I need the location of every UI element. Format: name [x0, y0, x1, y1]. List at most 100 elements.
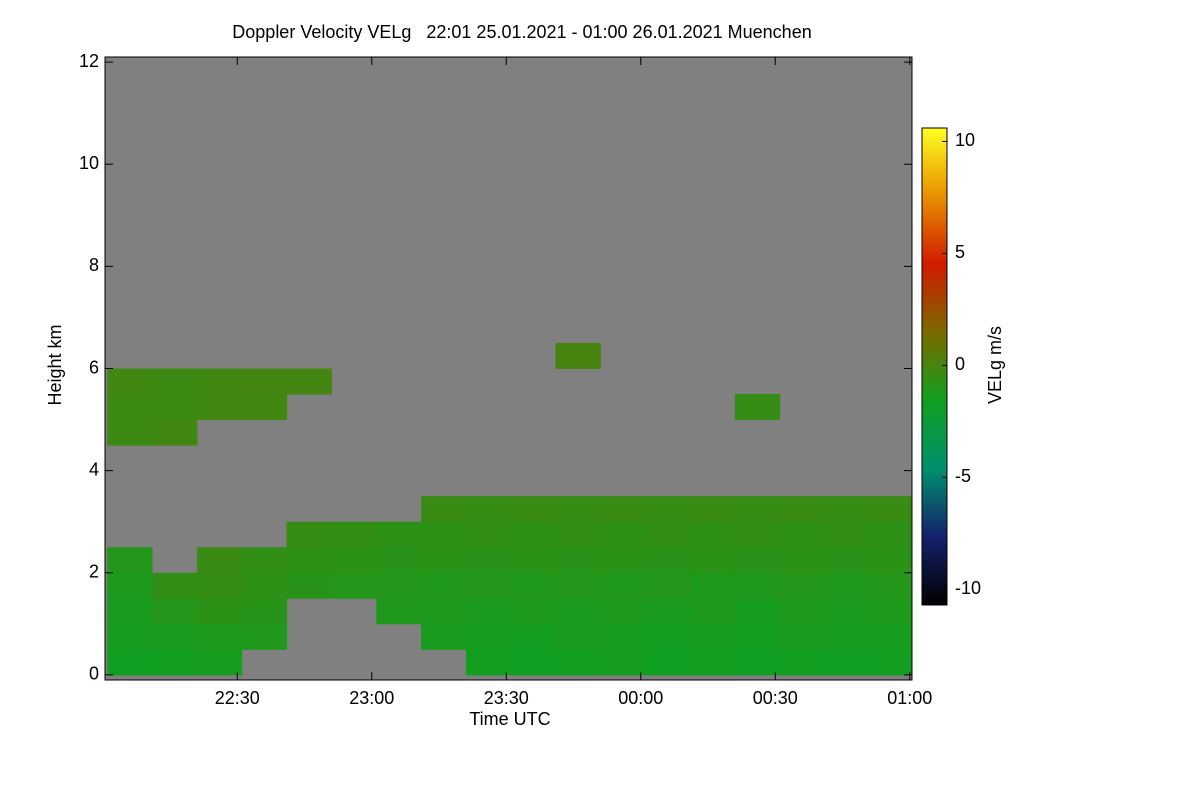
cell	[824, 623, 870, 650]
cell	[376, 521, 422, 548]
cell	[241, 547, 288, 574]
y-tick-label: 10	[79, 153, 99, 173]
cell	[555, 521, 601, 548]
cell	[152, 598, 198, 625]
cell	[421, 496, 467, 523]
cell	[196, 368, 243, 395]
y-tick-label: 2	[89, 562, 99, 582]
colorbar-tick-label: 10	[955, 130, 975, 150]
cells	[107, 342, 912, 676]
x-tick-label: 00:00	[618, 688, 663, 708]
cell	[779, 521, 826, 548]
cell	[734, 623, 781, 650]
cell	[824, 547, 870, 574]
cell	[510, 598, 557, 625]
cell	[152, 572, 198, 599]
cell	[241, 368, 288, 395]
cell	[824, 649, 870, 676]
cell	[734, 496, 781, 523]
cell	[196, 649, 243, 676]
y-tick-label: 0	[89, 664, 99, 684]
cell	[734, 649, 781, 676]
cell	[331, 547, 377, 574]
cell	[869, 547, 912, 574]
cell	[107, 649, 153, 676]
cell	[465, 521, 512, 548]
y-tick-label: 8	[89, 255, 99, 275]
colorbar-tick-label: -5	[955, 466, 971, 486]
cell	[196, 572, 243, 599]
cell	[600, 496, 646, 523]
cell	[465, 572, 512, 599]
cell	[241, 623, 288, 650]
cell	[600, 623, 646, 650]
cell	[869, 649, 912, 676]
cell	[331, 521, 377, 548]
cell	[555, 572, 601, 599]
cell	[824, 496, 870, 523]
y-axis-label: Height km	[45, 324, 65, 405]
cell	[196, 623, 243, 650]
x-tick-label: 23:30	[484, 688, 529, 708]
cell	[779, 623, 826, 650]
cell	[107, 368, 153, 395]
cell	[376, 547, 422, 574]
cell	[600, 649, 646, 676]
cell	[241, 572, 288, 599]
cell	[107, 598, 153, 625]
cell	[286, 521, 332, 548]
cell	[107, 419, 153, 446]
cell	[555, 623, 601, 650]
cell	[824, 572, 870, 599]
cell	[779, 598, 826, 625]
colorbar	[921, 127, 948, 606]
cell	[107, 394, 153, 421]
cell	[107, 547, 153, 574]
cell	[286, 572, 332, 599]
cell	[869, 572, 912, 599]
cell	[152, 623, 198, 650]
cell	[555, 649, 601, 676]
cell	[690, 623, 736, 650]
cell	[465, 598, 512, 625]
cell	[734, 394, 781, 421]
x-axis-label: Time UTC	[469, 709, 550, 729]
cell	[421, 598, 467, 625]
cell	[510, 572, 557, 599]
cell	[869, 521, 912, 548]
cell	[152, 368, 198, 395]
cell	[331, 572, 377, 599]
cell	[152, 649, 198, 676]
cell	[152, 394, 198, 421]
cell	[555, 547, 601, 574]
x-tick-label: 22:30	[215, 688, 260, 708]
y-tick-label: 4	[89, 459, 99, 479]
cell	[600, 547, 646, 574]
cell	[734, 547, 781, 574]
cell	[376, 572, 422, 599]
cell	[779, 649, 826, 676]
cell	[510, 623, 557, 650]
cell	[734, 572, 781, 599]
cell	[107, 572, 153, 599]
cell	[152, 419, 198, 446]
chart-title: Doppler Velocity VELg 22:01 25.01.2021 -…	[232, 22, 811, 42]
cell	[690, 572, 736, 599]
cell	[779, 572, 826, 599]
cell	[734, 521, 781, 548]
y-tick-label: 6	[89, 357, 99, 377]
cell	[555, 342, 601, 369]
cell	[196, 547, 243, 574]
cell	[241, 598, 288, 625]
cell	[690, 496, 736, 523]
cell	[421, 572, 467, 599]
colorbar-tick-label: -10	[955, 578, 981, 598]
cell	[196, 598, 243, 625]
cell	[555, 496, 601, 523]
cell	[241, 394, 288, 421]
cell	[600, 572, 646, 599]
cell	[555, 598, 601, 625]
cell	[645, 623, 691, 650]
cell	[645, 521, 691, 548]
cell	[779, 547, 826, 574]
